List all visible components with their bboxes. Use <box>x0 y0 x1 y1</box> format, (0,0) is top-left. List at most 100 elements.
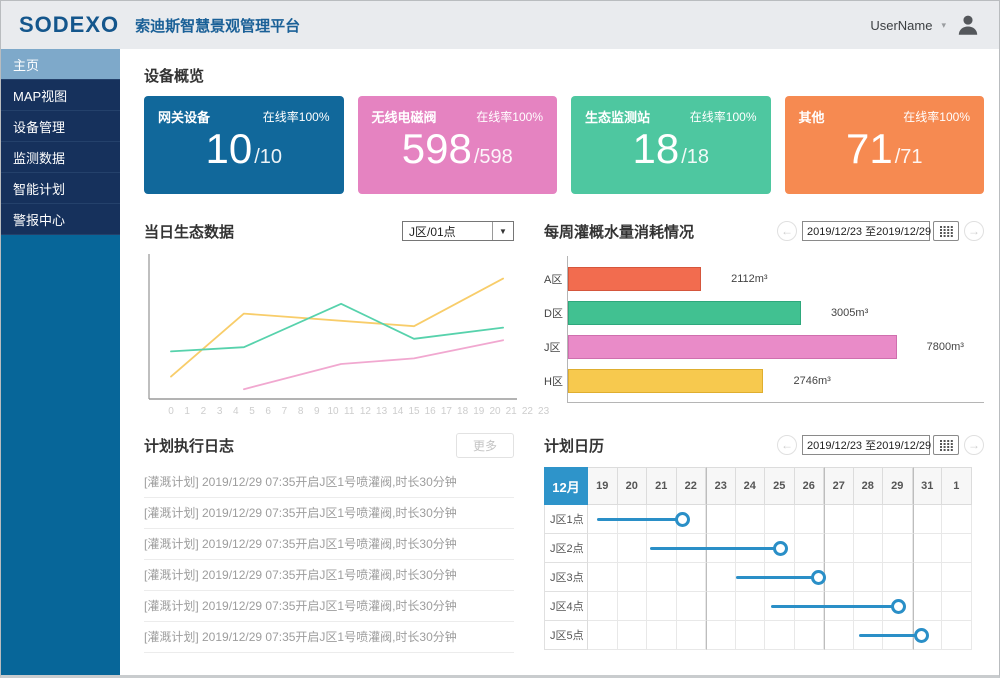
calendar-cell <box>883 563 913 592</box>
device-card-top: 其他 在线率100% <box>799 107 971 126</box>
bar-D区 <box>567 301 801 325</box>
chevron-down-icon[interactable]: ▾ <box>941 19 946 30</box>
calendar-cell <box>912 563 942 592</box>
bar-category-labels: A区 D区 J区 H区 <box>544 256 567 403</box>
bar-value-label: 2746m³ <box>793 375 831 387</box>
bar-category-label: H区 <box>544 376 563 388</box>
log-entry: [灌溉计划] 2019/12/29 07:35开启J区1号喷灌阀,时长30分钟 <box>144 467 514 498</box>
x-tick-label: 19 <box>473 406 485 417</box>
online-rate-label: 在线率100% <box>476 110 543 124</box>
sidebar-item-4[interactable]: 智能计划 <box>1 173 120 204</box>
bar-plot-area: 2112m³ 3005m³ 7800m³ 2746m³ <box>566 256 984 403</box>
zone-select[interactable]: J区/01点 ▼ <box>402 221 514 241</box>
sidebar-item-2[interactable]: 设备管理 <box>1 111 120 142</box>
x-tick-label: 2 <box>201 406 207 417</box>
x-tick-label: 18 <box>457 406 469 417</box>
calendar-day-header: 20 <box>617 467 647 505</box>
calendar-cell <box>588 563 618 592</box>
device-card-count: 71/71 <box>799 125 971 172</box>
x-tick-label: 13 <box>376 406 388 417</box>
water-bar-chart: A区 D区 J区 H区 2112m³ 3005m³ 7800m³ 2746m³ <box>544 256 984 403</box>
next-week-button[interactable]: → <box>964 221 984 241</box>
eco-data-panel: 当日生态数据 J区/01点 ▼ 0 1 2 3 4 5 6 7 8 9 10 11 12 13 14 15 16… <box>144 220 549 420</box>
calendar-cell <box>676 621 706 650</box>
gantt-line <box>735 576 819 579</box>
x-tick-label: 7 <box>282 406 288 417</box>
bar-row: 2112m³ <box>567 262 984 296</box>
x-tick-label: 5 <box>249 406 255 417</box>
calendar-row-label: J区3点 <box>544 563 588 592</box>
x-tick-label: 8 <box>298 406 304 417</box>
calendar-row-J区1点: J区1点 <box>544 505 972 534</box>
x-tick-label: 10 <box>327 406 339 417</box>
calendar-day-header: 24 <box>735 467 765 505</box>
bar-H区 <box>567 369 764 393</box>
x-tick-label: 15 <box>408 406 420 417</box>
device-card-0: 网关设备 在线率100% 10/10 <box>144 96 344 194</box>
calendar-cell <box>647 592 677 621</box>
sidebar-item-label: MAP视图 <box>13 88 68 104</box>
calendar-cell <box>883 592 913 621</box>
device-online-count: 18 <box>632 125 680 172</box>
app-header: SODEXO 索迪斯智慧景观管理平台 UserName ▾ <box>1 1 999 49</box>
calendar-cell <box>647 563 677 592</box>
x-tick-label: 4 <box>233 406 239 417</box>
calendar-cell <box>824 505 854 534</box>
log-entry: [灌溉计划] 2019/12/29 07:35开启J区1号喷灌阀,时长30分钟 <box>144 622 514 653</box>
sodexo-logo: SODEXO <box>19 12 120 37</box>
bar-value-label: 7800m³ <box>926 341 964 353</box>
calendar-cell <box>706 592 736 621</box>
x-tick-label: 6 <box>265 406 271 417</box>
log-entry: [灌溉计划] 2019/12/29 07:35开启J区1号喷灌阀,时长30分钟 <box>144 560 514 591</box>
calendar-cell <box>706 505 736 534</box>
green-series <box>170 302 505 353</box>
gantt-line <box>859 634 922 637</box>
online-rate-label: 在线率100% <box>689 110 757 124</box>
calendar-day-header: 23 <box>706 467 736 505</box>
sidebar: 主页 MAP视图设备管理 监测数据 智能计划警报中心 <box>1 49 120 675</box>
calendar-day-header: 21 <box>647 467 677 505</box>
calendar-date-range-input[interactable]: 2019/12/23 至2019/12/29 <box>802 435 931 455</box>
calendar-row-J区2点: J区2点 <box>544 534 972 563</box>
calendar-cell <box>942 534 972 563</box>
user-area: UserName ▾ <box>870 12 981 38</box>
bar-category-label: A区 <box>544 274 563 286</box>
plan-log-panel: 计划执行日志 更多 [灌溉计划] 2019/12/29 07:35开启J区1号喷… <box>144 432 514 653</box>
next-week-button[interactable]: → <box>964 435 984 455</box>
prev-week-button[interactable]: ← <box>777 435 797 455</box>
sidebar-item-0[interactable]: 主页 <box>1 49 120 80</box>
x-tick-label: 20 <box>489 406 501 417</box>
water-date-range-input[interactable]: 2019/12/23 至2019/12/29 <box>802 221 931 241</box>
device-online-count: 71 <box>845 125 893 172</box>
calendar-cell <box>942 563 972 592</box>
calendar-cell <box>853 563 883 592</box>
log-entry: [灌溉计划] 2019/12/29 07:35开启J区1号喷灌阀,时长30分钟 <box>144 591 514 622</box>
sidebar-item-5[interactable]: 警报中心 <box>1 204 120 235</box>
calendar-day-header: 28 <box>853 467 883 505</box>
calendar-day-header: 25 <box>765 467 795 505</box>
username-menu[interactable]: UserName <box>870 17 933 33</box>
sidebar-nav: 主页 MAP视图设备管理 监测数据 智能计划警报中心 <box>1 49 120 235</box>
calendar-picker-icon[interactable] <box>933 221 959 241</box>
device-online-count: 10 <box>205 125 253 172</box>
device-card-top: 无线电磁阀 在线率100% <box>372 107 544 126</box>
calendar-cell <box>588 621 618 650</box>
log-entry: [灌溉计划] 2019/12/29 07:35开启J区1号喷灌阀,时长30分钟 <box>144 498 514 529</box>
calendar-picker-icon[interactable] <box>933 435 959 455</box>
user-avatar-icon[interactable] <box>955 12 981 38</box>
sidebar-item-3[interactable]: 监测数据 <box>1 142 120 173</box>
device-cards: 网关设备 在线率100% 10/10 无线电磁阀 在线率100% 598/598 生态监测站… <box>144 96 984 194</box>
calendar-cell <box>824 621 854 650</box>
calendar-cell <box>617 534 647 563</box>
prev-week-button[interactable]: ← <box>777 221 797 241</box>
sidebar-item-label: 主页 <box>13 57 40 73</box>
calendar-cell <box>912 534 942 563</box>
gantt-line <box>649 547 780 550</box>
sidebar-item-label: 警报中心 <box>13 212 66 228</box>
more-button[interactable]: 更多 <box>455 432 514 458</box>
eco-data-title: 当日生态数据 <box>144 223 235 241</box>
log-entry: [灌溉计划] 2019/12/29 07:35开启J区1号喷灌阀,时长30分钟 <box>144 529 514 560</box>
device-card-label: 网关设备 <box>158 110 211 125</box>
sidebar-item-1[interactable]: MAP视图 <box>1 80 120 111</box>
select-caret-icon: ▼ <box>492 222 513 240</box>
